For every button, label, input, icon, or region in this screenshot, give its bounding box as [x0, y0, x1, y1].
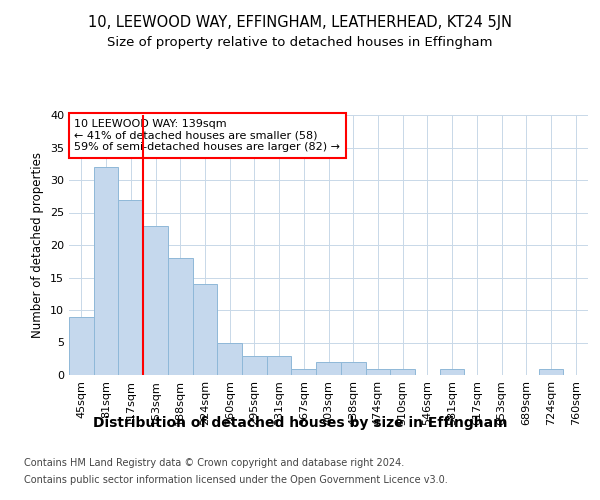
- Bar: [94, 167, 118, 375]
- Bar: [292, 368, 316, 375]
- Bar: [390, 368, 415, 375]
- Bar: [440, 368, 464, 375]
- Bar: [316, 362, 341, 375]
- Text: Contains HM Land Registry data © Crown copyright and database right 2024.: Contains HM Land Registry data © Crown c…: [24, 458, 404, 468]
- Text: 10 LEEWOOD WAY: 139sqm
← 41% of detached houses are smaller (58)
59% of semi-det: 10 LEEWOOD WAY: 139sqm ← 41% of detached…: [74, 119, 340, 152]
- Text: Distribution of detached houses by size in Effingham: Distribution of detached houses by size …: [93, 416, 507, 430]
- Bar: [267, 356, 292, 375]
- Bar: [217, 342, 242, 375]
- Text: Contains public sector information licensed under the Open Government Licence v3: Contains public sector information licen…: [24, 475, 448, 485]
- Text: 10, LEEWOOD WAY, EFFINGHAM, LEATHERHEAD, KT24 5JN: 10, LEEWOOD WAY, EFFINGHAM, LEATHERHEAD,…: [88, 15, 512, 30]
- Bar: [69, 316, 94, 375]
- Bar: [193, 284, 217, 375]
- Bar: [168, 258, 193, 375]
- Bar: [118, 200, 143, 375]
- Bar: [341, 362, 365, 375]
- Text: Size of property relative to detached houses in Effingham: Size of property relative to detached ho…: [107, 36, 493, 49]
- Bar: [539, 368, 563, 375]
- Y-axis label: Number of detached properties: Number of detached properties: [31, 152, 44, 338]
- Bar: [242, 356, 267, 375]
- Bar: [143, 226, 168, 375]
- Bar: [365, 368, 390, 375]
